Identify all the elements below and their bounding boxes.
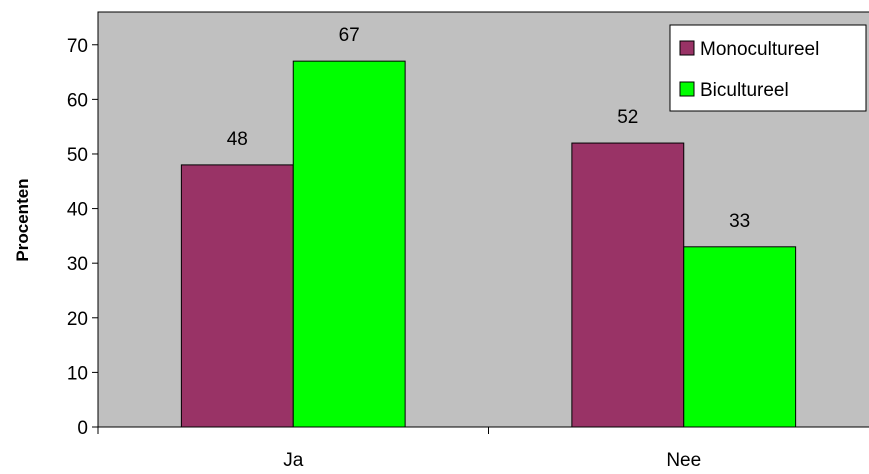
x-category-label: Nee <box>666 450 701 471</box>
y-tick-label: 40 <box>67 200 88 221</box>
data-label: 48 <box>227 129 248 150</box>
y-tick-label: 50 <box>67 145 88 166</box>
legend-box <box>669 24 867 112</box>
y-tick-label: 0 <box>77 418 88 439</box>
bar-bicultureel-ja <box>292 60 406 428</box>
y-tick-label: 10 <box>67 363 88 384</box>
bar-bicultureel-nee <box>683 246 797 428</box>
bar-monocultureel-nee <box>571 142 685 428</box>
bars <box>180 60 797 428</box>
y-axis: 0 10 20 30 40 50 60 70 <box>67 12 99 439</box>
y-tick-label: 70 <box>67 36 88 57</box>
x-axis: Ja Nee <box>97 426 869 471</box>
legend-label-monocultureel: Monocultureel <box>700 39 819 60</box>
y-tick-label: 60 <box>67 90 88 111</box>
legend-swatch-monocultureel <box>679 40 695 56</box>
y-tick-label: 30 <box>67 254 88 275</box>
data-label: 52 <box>617 107 638 128</box>
data-label: 33 <box>729 211 750 232</box>
legend-label-bicultureel: Bicultureel <box>700 80 789 101</box>
bar-monocultureel-ja <box>180 164 294 428</box>
y-axis-title: Procenten <box>13 178 32 261</box>
data-label: 67 <box>339 25 360 46</box>
legend: Monocultureel Bicultureel <box>669 24 867 112</box>
data-labels: 48 67 52 33 <box>227 25 751 232</box>
y-tick-label: 20 <box>67 309 88 330</box>
legend-swatch-bicultureel <box>679 81 695 97</box>
x-category-label: Ja <box>283 450 304 471</box>
